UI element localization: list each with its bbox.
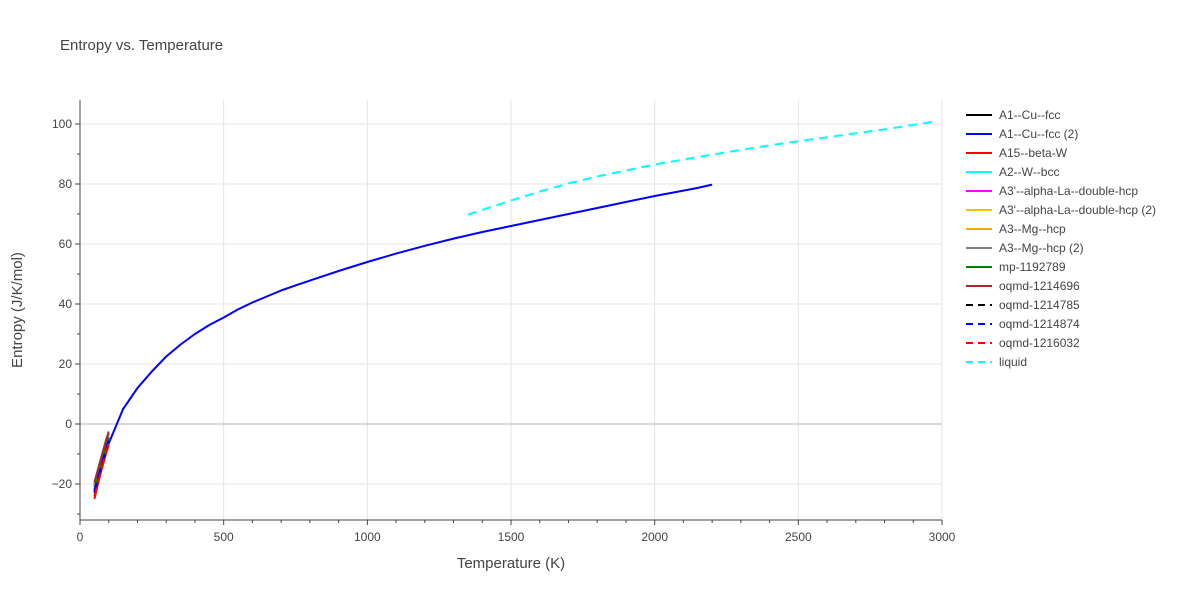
y-tick-label: −20	[52, 477, 73, 491]
legend-label: A15--beta-W	[999, 146, 1068, 160]
legend-label: oqmd-1214874	[999, 317, 1080, 331]
plot-area	[93, 120, 937, 500]
legend-item[interactable]: A3--Mg--hcp (2)	[966, 241, 1084, 255]
legend-label: A3--Mg--hcp	[999, 222, 1066, 236]
chart-title: Entropy vs. Temperature	[60, 37, 223, 54]
series-line-12	[93, 443, 110, 497]
y-tick-label: 100	[52, 117, 72, 131]
x-axis-title: Temperature (K)	[457, 555, 565, 572]
y-tick-label: 60	[59, 237, 73, 251]
series-line-9	[93, 431, 110, 483]
legend-label: oqmd-1214696	[999, 279, 1080, 293]
legend-label: A3'--alpha-La--double-hcp	[999, 184, 1138, 198]
legend-item[interactable]: oqmd-1214785	[966, 298, 1080, 312]
legend-label: oqmd-1214785	[999, 298, 1080, 312]
axes: 0 500 1000 1500 2000 2500 3000 −20 0 20 40 60 80 100	[52, 100, 956, 544]
legend-item[interactable]: oqmd-1216032	[966, 336, 1080, 350]
legend-item[interactable]: A3'--alpha-La--double-hcp	[966, 184, 1138, 198]
series-line-13	[467, 120, 937, 216]
legend-label: A3--Mg--hcp (2)	[999, 241, 1084, 255]
legend-item[interactable]: liquid	[966, 355, 1027, 369]
legend-item[interactable]: A3--Mg--hcp	[966, 222, 1066, 236]
y-tick-label: 80	[59, 177, 73, 191]
y-tick-label: 20	[59, 357, 73, 371]
legend-item[interactable]: mp-1192789	[966, 260, 1066, 274]
x-tick-label: 1000	[354, 530, 381, 544]
legend-item[interactable]: A3'--alpha-La--double-hcp (2)	[966, 203, 1156, 217]
x-tick-label: 3000	[929, 530, 956, 544]
y-tick-label: 40	[59, 297, 73, 311]
legend-label: A3'--alpha-La--double-hcp (2)	[999, 203, 1156, 217]
legend-item[interactable]: A15--beta-W	[966, 146, 1068, 160]
x-tick-label: 2500	[785, 530, 812, 544]
legend: A1--Cu--fcc A1--Cu--fcc (2) A15--beta-W A2-…	[966, 108, 1156, 369]
series-line-1	[107, 183, 713, 444]
x-tick-label: 1500	[498, 530, 525, 544]
legend-item[interactable]: oqmd-1214696	[966, 279, 1080, 293]
grid-lines	[80, 100, 943, 520]
legend-item[interactable]: A1--Cu--fcc (2)	[966, 127, 1078, 141]
legend-item[interactable]: A1--Cu--fcc	[966, 108, 1060, 122]
x-tick-label: 0	[77, 530, 84, 544]
legend-item[interactable]: A2--W--bcc	[966, 165, 1059, 179]
x-tick-label: 500	[214, 530, 234, 544]
legend-label: A1--Cu--fcc	[999, 108, 1060, 122]
legend-label: A2--W--bcc	[999, 165, 1059, 179]
y-axis-title: Entropy (J/K/mol)	[9, 252, 26, 368]
legend-label: oqmd-1216032	[999, 336, 1080, 350]
legend-label: A1--Cu--fcc (2)	[999, 127, 1078, 141]
y-tick-label: 0	[65, 417, 72, 431]
legend-label: mp-1192789	[999, 260, 1066, 274]
x-tick-label: 2000	[641, 530, 668, 544]
legend-label: liquid	[999, 355, 1027, 369]
legend-item[interactable]: oqmd-1214874	[966, 317, 1080, 331]
